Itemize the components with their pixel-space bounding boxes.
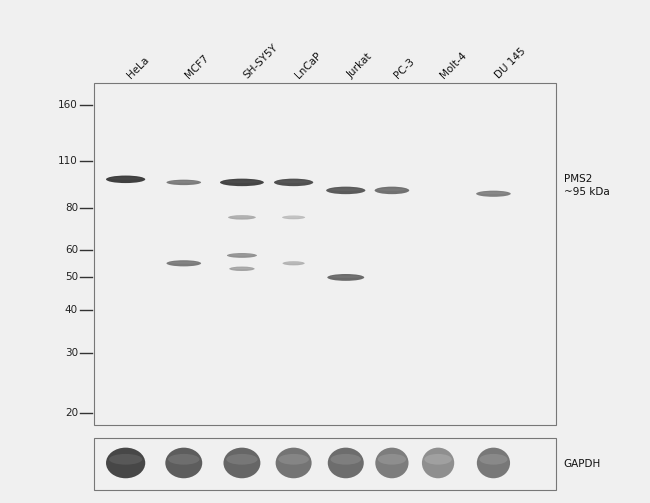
- Ellipse shape: [110, 177, 141, 180]
- Ellipse shape: [479, 454, 508, 465]
- Ellipse shape: [278, 181, 309, 183]
- Text: 80: 80: [65, 203, 78, 213]
- Ellipse shape: [230, 254, 254, 256]
- Ellipse shape: [229, 267, 255, 271]
- Ellipse shape: [166, 260, 201, 267]
- Ellipse shape: [331, 276, 361, 278]
- Text: 40: 40: [65, 305, 78, 315]
- Text: 160: 160: [58, 100, 78, 110]
- Ellipse shape: [330, 454, 361, 465]
- Text: PC-3: PC-3: [392, 56, 416, 80]
- Ellipse shape: [227, 253, 257, 258]
- Ellipse shape: [476, 191, 511, 197]
- Text: GAPDH: GAPDH: [564, 459, 601, 469]
- Ellipse shape: [477, 448, 510, 478]
- Text: PMS2
~95 kDa: PMS2 ~95 kDa: [564, 174, 609, 197]
- Ellipse shape: [278, 454, 309, 465]
- Ellipse shape: [378, 188, 406, 191]
- Text: 20: 20: [65, 408, 78, 418]
- Ellipse shape: [283, 261, 305, 266]
- Ellipse shape: [276, 448, 311, 478]
- Ellipse shape: [109, 454, 142, 465]
- Ellipse shape: [224, 448, 261, 478]
- Ellipse shape: [226, 454, 257, 465]
- Text: 60: 60: [65, 245, 78, 256]
- Ellipse shape: [326, 187, 365, 194]
- Text: Molt-4: Molt-4: [438, 50, 468, 80]
- Ellipse shape: [330, 188, 361, 191]
- Ellipse shape: [165, 448, 202, 478]
- Ellipse shape: [422, 448, 454, 478]
- Text: MCF7: MCF7: [184, 53, 211, 80]
- Text: DU 145: DU 145: [493, 46, 528, 80]
- Ellipse shape: [378, 454, 406, 465]
- Ellipse shape: [170, 181, 198, 183]
- Text: HeLa: HeLa: [125, 55, 151, 80]
- Ellipse shape: [424, 454, 452, 465]
- Ellipse shape: [170, 262, 198, 264]
- Ellipse shape: [106, 448, 145, 478]
- Ellipse shape: [232, 268, 252, 269]
- Ellipse shape: [106, 176, 145, 183]
- Text: SH-SY5Y: SH-SY5Y: [242, 42, 280, 80]
- Text: Jurkat: Jurkat: [346, 52, 374, 80]
- Ellipse shape: [328, 274, 364, 281]
- Text: 110: 110: [58, 156, 78, 165]
- Text: 30: 30: [65, 348, 78, 358]
- Ellipse shape: [231, 216, 253, 218]
- Ellipse shape: [480, 192, 507, 194]
- Ellipse shape: [328, 448, 364, 478]
- Ellipse shape: [228, 215, 256, 220]
- Ellipse shape: [166, 180, 201, 185]
- Ellipse shape: [274, 179, 313, 186]
- Text: 50: 50: [65, 273, 78, 282]
- Ellipse shape: [285, 262, 302, 264]
- Ellipse shape: [282, 215, 305, 219]
- Ellipse shape: [374, 187, 410, 194]
- Ellipse shape: [224, 181, 259, 183]
- Ellipse shape: [375, 448, 409, 478]
- Ellipse shape: [285, 216, 303, 218]
- Ellipse shape: [168, 454, 200, 465]
- Ellipse shape: [220, 179, 264, 186]
- Text: LnCaP: LnCaP: [294, 50, 324, 80]
